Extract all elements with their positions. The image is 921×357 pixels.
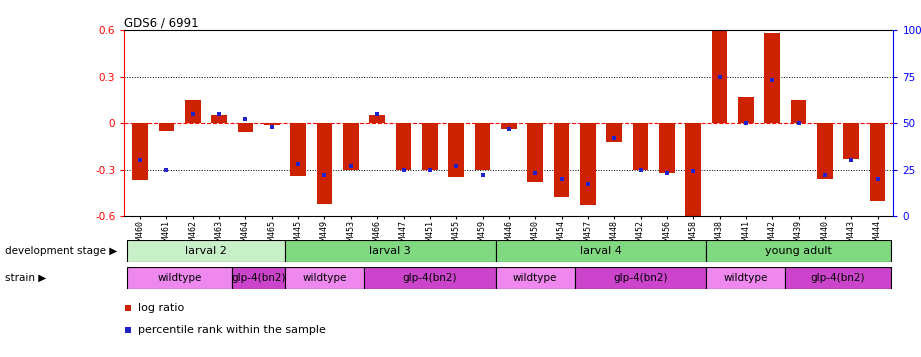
- Text: glp-4(bn2): glp-4(bn2): [402, 273, 457, 283]
- Text: larval 4: larval 4: [580, 246, 622, 256]
- Bar: [738, 97, 753, 123]
- Bar: [685, 123, 701, 216]
- Bar: [264, 123, 280, 125]
- Bar: [495, 240, 706, 262]
- Bar: [317, 123, 332, 203]
- Bar: [133, 123, 148, 180]
- Bar: [449, 123, 464, 177]
- Text: log ratio: log ratio: [138, 303, 184, 313]
- Bar: [786, 267, 891, 289]
- Bar: [290, 123, 306, 176]
- Text: GDS6 / 6991: GDS6 / 6991: [124, 16, 199, 29]
- Bar: [554, 123, 569, 197]
- Text: wildtype: wildtype: [513, 273, 557, 283]
- Bar: [528, 123, 543, 182]
- Text: wildtype: wildtype: [157, 273, 202, 283]
- Bar: [127, 240, 285, 262]
- Text: glp-4(bn2): glp-4(bn2): [231, 273, 286, 283]
- Bar: [343, 123, 359, 170]
- Text: wildtype: wildtype: [302, 273, 346, 283]
- Text: larval 3: larval 3: [369, 246, 411, 256]
- Bar: [238, 123, 253, 132]
- Bar: [127, 267, 232, 289]
- Bar: [575, 267, 706, 289]
- Bar: [285, 267, 364, 289]
- Text: development stage ▶: development stage ▶: [5, 246, 117, 256]
- Text: glp-4(bn2): glp-4(bn2): [810, 273, 866, 283]
- Bar: [185, 100, 201, 123]
- Bar: [844, 123, 859, 159]
- Bar: [712, 30, 728, 123]
- Bar: [364, 267, 495, 289]
- Bar: [659, 123, 675, 173]
- Bar: [817, 123, 833, 179]
- Bar: [606, 123, 622, 142]
- Text: strain ▶: strain ▶: [5, 273, 46, 283]
- Bar: [790, 100, 807, 123]
- Text: wildtype: wildtype: [724, 273, 768, 283]
- Bar: [633, 123, 648, 170]
- Bar: [158, 123, 174, 131]
- Bar: [474, 123, 490, 170]
- Bar: [211, 115, 227, 123]
- Bar: [422, 123, 437, 170]
- Bar: [869, 123, 885, 201]
- Bar: [706, 267, 786, 289]
- Bar: [580, 123, 596, 205]
- Text: young adult: young adult: [765, 246, 832, 256]
- Bar: [501, 123, 517, 129]
- Bar: [495, 267, 575, 289]
- Bar: [369, 115, 385, 123]
- Text: glp-4(bn2): glp-4(bn2): [613, 273, 668, 283]
- Bar: [706, 240, 891, 262]
- Bar: [285, 240, 495, 262]
- Bar: [764, 34, 780, 123]
- Text: percentile rank within the sample: percentile rank within the sample: [138, 325, 326, 335]
- Bar: [232, 267, 285, 289]
- Text: larval 2: larval 2: [185, 246, 227, 256]
- Bar: [396, 123, 412, 170]
